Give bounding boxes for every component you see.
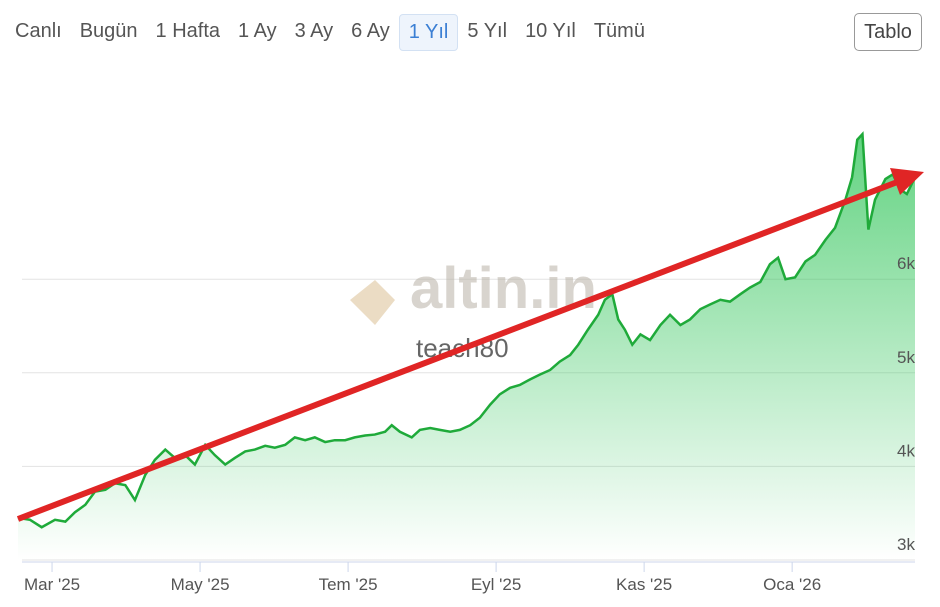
watermark-logo bbox=[350, 280, 395, 325]
table-button[interactable]: Tablo bbox=[854, 13, 922, 51]
trend-arrow bbox=[16, 178, 902, 522]
y-tick-label: 3k bbox=[897, 535, 915, 554]
range-tab[interactable]: 1 Hafta bbox=[155, 20, 221, 42]
range-tab[interactable]: 5 Yıl bbox=[467, 20, 508, 42]
y-tick-label: 6k bbox=[897, 254, 915, 273]
x-tick-label: Kas '25 bbox=[616, 575, 672, 594]
range-tab[interactable]: 10 Yıl bbox=[525, 20, 576, 42]
watermark: altin.in bbox=[410, 256, 597, 321]
range-tab[interactable]: 6 Ay bbox=[351, 20, 390, 42]
range-tab[interactable]: Tümü bbox=[593, 20, 645, 42]
range-tab[interactable]: Bugün bbox=[79, 20, 138, 42]
range-tabs: Canlı Bugün 1 Hafta 1 Ay 3 Ay 6 Ay 1 Yıl 5 Yıl 1… bbox=[6, 14, 654, 51]
x-tick-label: Mar '25 bbox=[24, 575, 80, 594]
y-tick-label: 4k bbox=[897, 441, 915, 460]
range-tab[interactable]: 1 Yıl bbox=[398, 14, 459, 51]
range-tab[interactable]: 1 Ay bbox=[238, 20, 277, 42]
range-tab[interactable]: Canlı bbox=[15, 20, 62, 42]
x-tick-label: Oca '26 bbox=[763, 575, 821, 594]
x-tick-label: Eyl '25 bbox=[471, 575, 522, 594]
trend-arrowhead bbox=[890, 168, 924, 195]
x-tick-label: May '25 bbox=[171, 575, 230, 594]
y-tick-label: 5k bbox=[897, 348, 915, 367]
range-tab[interactable]: 3 Ay bbox=[294, 20, 334, 42]
x-tick-label: Tem '25 bbox=[319, 575, 378, 594]
